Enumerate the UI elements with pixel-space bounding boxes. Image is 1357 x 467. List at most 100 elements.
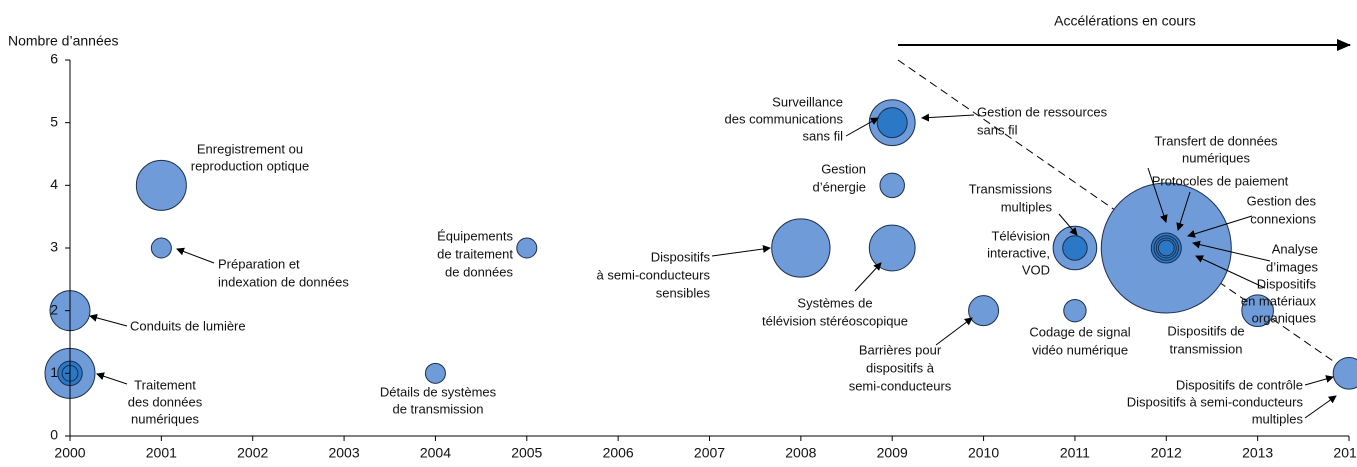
annotation: Préparation et [218,256,300,271]
x-tick-label: 2009 [877,445,908,461]
annotation: Gestion des [1247,193,1317,208]
x-tick-label: 2013 [1242,445,1273,461]
x-tick-label: 2002 [237,445,268,461]
annotation: Enregistrement ou [197,141,303,156]
annotation: d’énergie [813,179,867,194]
x-tick-label: 2005 [511,445,542,461]
bubble [135,159,187,211]
annotation: Surveillance [772,94,843,109]
bubble [424,362,446,384]
annotation: VOD [1022,262,1050,277]
annotation: multiples [1001,199,1053,214]
bubble [1062,235,1088,261]
annotation: de transmission [392,401,483,416]
x-tick-label: 2003 [328,445,359,461]
annotation: des communications [725,111,844,126]
x-tick-label: 2000 [54,445,85,461]
annotation: sans fil [803,128,844,143]
annotation: Dispositifs [1257,276,1317,291]
annotation-arrow [921,113,975,122]
annotation: de données [445,264,513,279]
bubble [968,295,1000,327]
annotation: transmission [1170,341,1243,356]
y-tick-label: 1 [50,364,58,380]
annotation: Télévision [991,228,1050,243]
annotation-arrow [1147,167,1168,223]
annotation: interactive, [987,245,1050,260]
bubble [868,224,916,272]
annotation: Transmissions [969,181,1053,196]
x-tick-label: 2001 [146,445,177,461]
annotation-arrow [89,313,128,327]
x-tick-label: 2006 [603,445,634,461]
x-tick-label: 2014 [1333,445,1357,461]
annotation: reproduction optique [191,158,310,173]
bubble [1332,357,1357,390]
y-tick-label: 3 [50,239,58,255]
bubble [876,107,908,139]
bubble [879,172,905,199]
annotation-arrow [1192,240,1271,262]
annotation: vidéo numérique [1032,342,1128,357]
y-tick-label: 0 [50,427,58,443]
bubble [516,237,538,259]
annotation: Dispositifs à semi-conducteurs [1127,394,1304,409]
annotation: sensibles [656,285,711,300]
annotation: sans fil [977,122,1018,137]
bubble [1241,294,1274,327]
annotation: télévision stéréoscopique [762,313,908,328]
bubble [771,218,831,278]
bubble [150,237,172,259]
annotation: Traitement [134,377,196,392]
annotation-arrow [176,247,215,264]
x-tick-label: 2004 [420,445,451,461]
annotation: Dispositifs [651,249,711,264]
annotation-arrow [1176,191,1191,231]
annotation-arrow [845,117,879,137]
bubble [1063,298,1087,323]
y-tick-label: 4 [50,176,58,192]
annotation: Conduits de lumière [130,318,246,333]
annotation-arrow [1058,213,1078,236]
bubble [1157,239,1175,257]
annotation: Analyse [1272,241,1318,256]
annotation: Gestion [821,161,866,176]
annotation: Transfert de données [1154,133,1278,148]
annotation-arrow [711,244,771,257]
annotation: d’images [1266,259,1319,274]
annotation: Protocoles de paiement [1152,173,1289,188]
annotation: indexation de données [218,274,349,289]
x-tick-label: 2012 [1151,445,1182,461]
annotation-arrow [1195,255,1266,289]
annotation-arrow [96,372,128,385]
annotation: organiques [1252,310,1317,325]
x-tick-label: 2011 [1060,445,1090,461]
annotation-arrow [1304,395,1337,419]
annotation: numériques [131,411,199,426]
annotation: semi-conducteurs [849,378,952,393]
annotation: Détails de systèmes [380,384,497,399]
annotation: de traitement [437,246,513,261]
annotation: Équipements [437,228,513,243]
annotation: des données [128,394,203,409]
annotation-arrow [935,317,973,346]
y-axis-label: Nombre d’années [8,33,119,49]
annotation: numériques [1182,150,1250,165]
annotation: Dispositifs de [1167,323,1244,338]
annotation: connexions [1250,211,1316,226]
annotation-arrow [1304,375,1334,386]
y-tick-label: 2 [50,301,58,317]
annotation: multiples [1252,411,1304,426]
annotation: Barrières pour [859,342,942,357]
annotation: Systèmes de [797,295,872,310]
y-tick-label: 6 [50,51,58,67]
annotation: Codage de signal [1029,324,1130,339]
x-tick-label: 2008 [785,445,816,461]
annotation: dispositifs à [866,360,935,375]
header: Accélérations en cours [1054,13,1196,29]
annotation: Gestion de ressources [977,104,1108,119]
annotation: Dispositifs de contrôle [1176,377,1303,392]
x-tick-label: 2007 [694,445,725,461]
y-tick-label: 5 [50,113,58,129]
